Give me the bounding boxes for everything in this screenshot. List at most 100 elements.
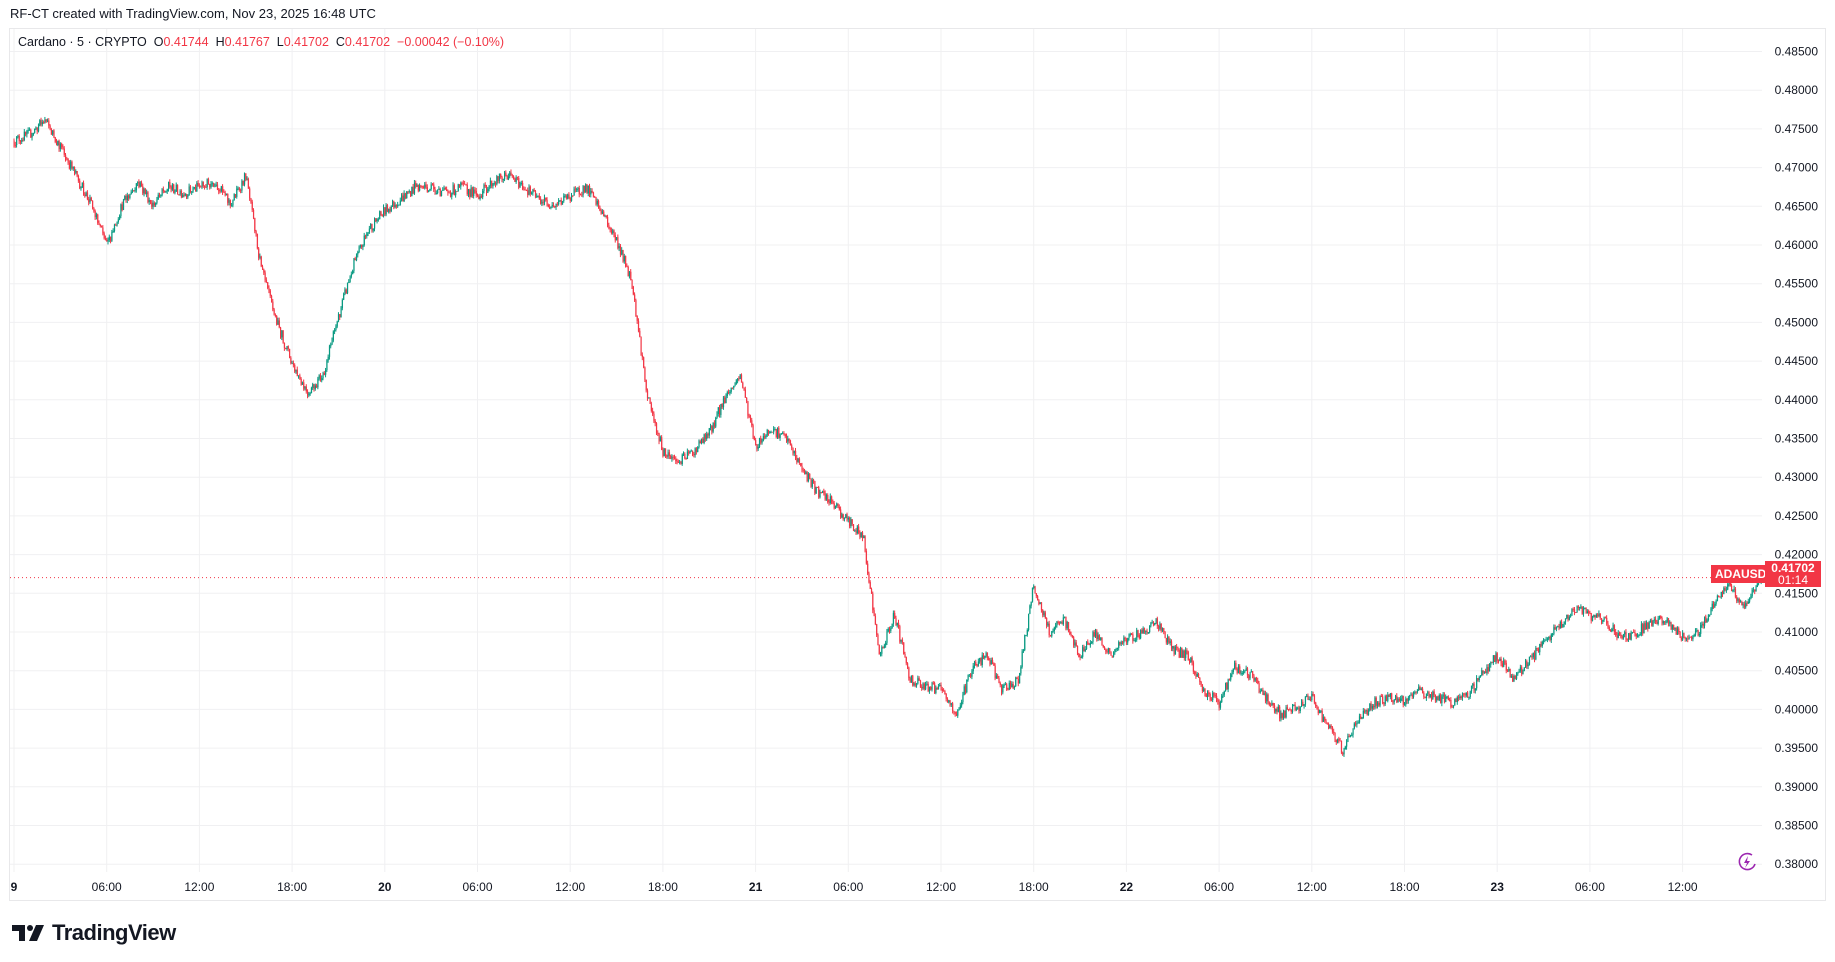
candle-body xyxy=(1501,663,1504,667)
candle-body xyxy=(1612,625,1614,629)
candle-body xyxy=(1423,692,1425,697)
candle-body xyxy=(901,639,904,643)
candle-body xyxy=(1619,633,1621,635)
candle-body xyxy=(232,200,234,206)
candle-body xyxy=(704,434,707,439)
candle-body xyxy=(742,382,744,388)
candle-body xyxy=(298,375,300,377)
candle-body xyxy=(1240,673,1242,674)
candle-body xyxy=(380,211,382,216)
candle-body xyxy=(367,232,369,234)
candle-body xyxy=(1737,599,1739,601)
candle-body xyxy=(41,122,44,125)
candle-body xyxy=(648,397,650,399)
candle-body xyxy=(977,661,980,666)
candle-body xyxy=(1479,675,1482,677)
candle-body xyxy=(467,189,470,195)
candle-body xyxy=(537,195,539,197)
candle-body xyxy=(560,200,562,205)
candle-body xyxy=(381,215,383,217)
candle-body xyxy=(151,202,153,207)
candle-body xyxy=(59,143,62,150)
candle-body xyxy=(531,192,533,194)
lightning-bolt-icon[interactable] xyxy=(1736,851,1758,873)
candle-body xyxy=(666,455,668,457)
candle-body xyxy=(254,217,256,232)
candle-body xyxy=(949,700,951,705)
candle-body xyxy=(1052,630,1054,632)
candle-body xyxy=(909,678,911,683)
candle-body xyxy=(1710,608,1712,615)
candle-body xyxy=(166,189,168,192)
candle-body xyxy=(663,448,665,456)
candle-body xyxy=(646,390,649,399)
candle-body xyxy=(1156,618,1158,626)
candle-body xyxy=(1024,635,1026,651)
candle-body xyxy=(585,184,587,192)
candle-body xyxy=(1579,606,1581,608)
candle-body xyxy=(1106,651,1108,653)
candle-body xyxy=(834,505,837,509)
candle-body xyxy=(715,417,717,427)
candle-body xyxy=(967,675,969,680)
candle-body xyxy=(247,178,250,189)
candle-body xyxy=(668,452,671,456)
candle-body xyxy=(27,129,29,131)
candle-body xyxy=(1629,633,1631,640)
candle-body xyxy=(955,713,958,716)
candle-body xyxy=(787,438,789,442)
candle-body xyxy=(1610,630,1612,632)
candle-body xyxy=(1272,702,1274,706)
candle-body xyxy=(135,183,138,191)
candle-body xyxy=(31,134,33,138)
candle-body xyxy=(61,143,63,148)
candle-body xyxy=(444,187,447,190)
candle-body xyxy=(1183,650,1186,658)
time-tick-label: 06:00 xyxy=(1575,880,1605,894)
candle-body xyxy=(1523,667,1525,672)
candle-body xyxy=(1236,668,1238,673)
candle-body xyxy=(470,187,472,197)
candle-body xyxy=(428,190,430,192)
candle-body xyxy=(129,194,131,198)
candle-body xyxy=(1165,637,1168,643)
change-value: −0.00042 (−0.10%) xyxy=(397,35,505,49)
candle-body xyxy=(401,195,403,201)
candle-body xyxy=(874,616,877,625)
candle-body xyxy=(555,203,557,208)
candle-body xyxy=(1230,674,1232,680)
candle-body xyxy=(1198,673,1200,678)
candle-body xyxy=(1291,704,1294,712)
candle-body xyxy=(469,189,471,197)
candle-body xyxy=(1222,694,1224,696)
candle-body xyxy=(1709,614,1711,616)
candle-body xyxy=(890,628,892,631)
candle-body xyxy=(209,183,211,188)
candle-body xyxy=(32,132,35,135)
candle-body xyxy=(128,195,130,198)
candle-body xyxy=(1577,606,1580,608)
candle-body xyxy=(321,378,323,381)
candle-body xyxy=(491,180,493,187)
candle-body xyxy=(802,469,804,471)
candle-body xyxy=(280,327,282,338)
candle-body xyxy=(1450,700,1452,707)
candle-body xyxy=(506,175,508,180)
candle-body xyxy=(1155,618,1157,623)
candle-body xyxy=(738,378,740,380)
candle-body xyxy=(1164,631,1166,638)
candle-body xyxy=(354,258,356,261)
candle-body xyxy=(1376,702,1379,706)
candle-body xyxy=(636,315,638,321)
candle-body xyxy=(1334,732,1336,740)
candle-body xyxy=(1279,706,1281,719)
candle-body xyxy=(271,295,273,302)
candle-body xyxy=(1754,589,1756,592)
candle-body xyxy=(1431,694,1433,699)
candle-body xyxy=(997,675,999,679)
price-tick-label: 0.47500 xyxy=(1775,122,1819,136)
tradingview-logo[interactable]: TradingView xyxy=(12,920,176,946)
candle-body xyxy=(1195,673,1197,677)
candle-body xyxy=(769,432,771,433)
